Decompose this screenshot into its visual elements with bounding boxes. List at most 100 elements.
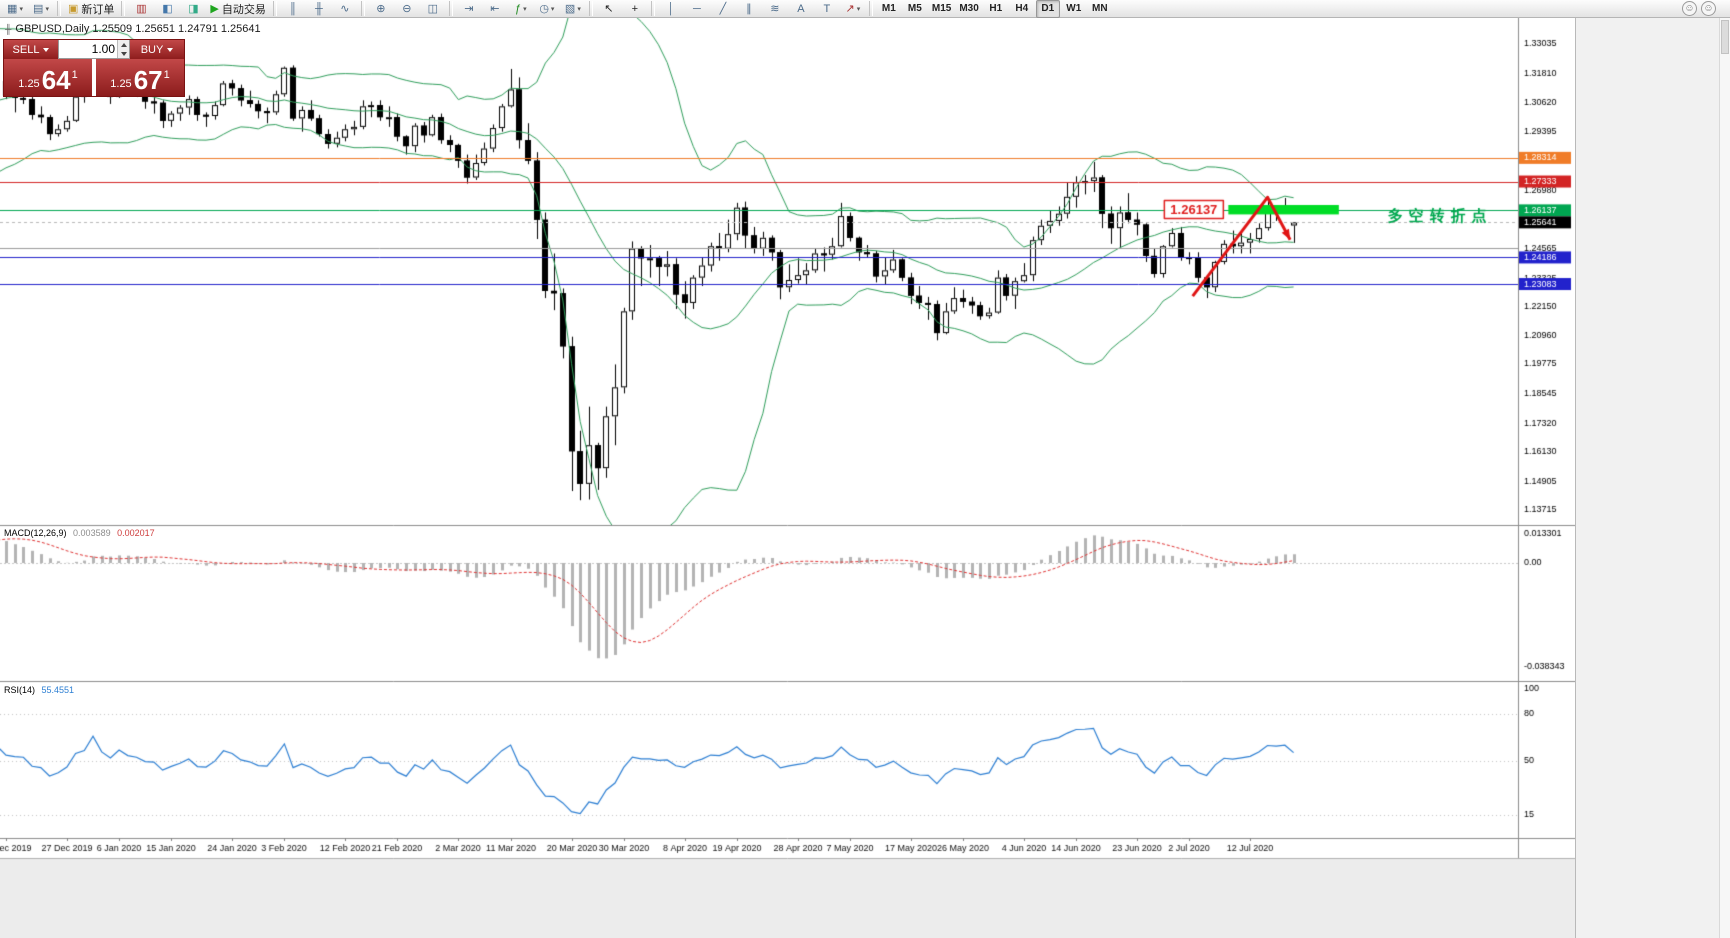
toolbar-zoom-in-button[interactable]: ⊕ <box>369 0 393 18</box>
toolbar-profiles-button[interactable]: ▤ ▾ <box>29 0 53 18</box>
toolbar-separator <box>588 1 593 16</box>
symbol-header: ╫ GBPUSD,Daily 1.25509 1.25651 1.24791 1… <box>5 23 261 35</box>
toolbar-chart-shift-button[interactable]: ⇤ <box>483 0 507 18</box>
auto-trading-label: 自动交易 <box>221 3 266 16</box>
volume-spin-up[interactable] <box>118 40 129 49</box>
spin-down-icon <box>120 51 127 56</box>
toolbar-data-window-button[interactable]: ◧ <box>155 0 179 18</box>
toolbar-timeframe-w1-button[interactable]: W1 <box>1062 0 1086 18</box>
volume-spin-down[interactable] <box>118 49 129 58</box>
toolbar-line-chart-button[interactable]: ∿ <box>333 0 357 18</box>
toolbar-timeframe-mn-button[interactable]: MN <box>1088 0 1112 18</box>
timeframe-d1-label: D1 <box>1041 3 1055 14</box>
new-chart-icon: ▦ <box>7 2 18 15</box>
toolbar-separator <box>360 1 365 16</box>
data-window-icon: ◧ <box>162 2 173 15</box>
new-order-label: 新订单 <box>81 3 115 16</box>
arrows-caret-icon[interactable]: ▾ <box>856 5 861 13</box>
rsi-indicator-label: RSI(14) 55.4551 <box>4 685 74 695</box>
auto-trading-icon: ▶ <box>210 2 219 15</box>
toolbar-candlestick-chart-button[interactable]: ╫ <box>307 0 331 18</box>
text-label-icon: T <box>823 2 831 15</box>
bar-chart-icon: ║ <box>288 2 297 15</box>
toolbar-vertical-line-button[interactable]: │ <box>659 0 683 18</box>
toolbar-timeframe-m5-button[interactable]: M5 <box>903 0 927 18</box>
toolbar-new-chart-button[interactable]: ▦ ▾ <box>3 0 27 18</box>
new-order-icon: ▣ <box>68 2 79 15</box>
symbol-ohlc-text: GBPUSD,Daily 1.25509 1.25651 1.24791 1.2… <box>15 23 261 35</box>
vertical-scrollbar[interactable] <box>1719 18 1730 938</box>
market-watch-icon: ▥ <box>136 2 147 15</box>
toolbar-timeframe-h4-button[interactable]: H4 <box>1010 0 1034 18</box>
buy-price-prefix: 1.25 <box>110 78 132 90</box>
macd-signal-value: 0.002017 <box>117 528 155 538</box>
timeframe-m15-label: M15 <box>931 3 952 14</box>
toolbar-fibonacci-button[interactable]: ≋ <box>763 0 787 18</box>
arrows-icon: ↗ <box>845 2 855 15</box>
trendline-icon: ╱ <box>719 2 727 15</box>
sell-button[interactable]: 1.25 64 1 <box>4 59 92 96</box>
toolbar-cursor-button[interactable]: ↖ <box>597 0 621 18</box>
toolbar-separator <box>650 1 655 16</box>
periods-icon: ◷ <box>539 2 549 15</box>
scrollbar-thumb[interactable] <box>1721 20 1729 54</box>
toolbar-zoom-out-button[interactable]: ⊖ <box>395 0 419 18</box>
timeframe-h4-label: H4 <box>1015 3 1029 14</box>
community-icon[interactable]: ☺ <box>1682 1 1697 16</box>
toolbar-timeframe-m30-button[interactable]: M30 <box>956 0 981 18</box>
toolbar-market-watch-button[interactable]: ▥ <box>129 0 153 18</box>
buy-price-sup: 1 <box>163 69 170 81</box>
zoom-out-icon: ⊖ <box>402 2 412 15</box>
new-chart-caret-icon[interactable]: ▾ <box>19 5 23 13</box>
sell-price-big: 64 <box>41 65 71 95</box>
crosshair-icon: + <box>631 2 639 15</box>
periods-caret-icon[interactable]: ▾ <box>550 5 555 13</box>
toolbar-timeframe-m15-button[interactable]: M15 <box>929 0 954 18</box>
toolbar-templates-button[interactable]: ▧ ▾ <box>561 0 585 18</box>
toolbar-auto-scroll-button[interactable]: ⇥ <box>457 0 481 18</box>
toolbar-equidistant-channel-button[interactable]: ∥ <box>737 0 761 18</box>
timeframe-m1-label: M1 <box>881 3 896 14</box>
buy-label: BUY <box>140 43 164 56</box>
macd-main-value: 0.003589 <box>73 528 111 538</box>
toolbar-text-button[interactable]: A <box>789 0 813 18</box>
toolbar-crosshair-button[interactable]: + <box>623 0 647 18</box>
profiles-caret-icon[interactable]: ▾ <box>45 5 49 13</box>
help-icon[interactable]: ☺ <box>1701 1 1716 16</box>
buy-button[interactable]: 1.25 67 1 <box>96 59 184 96</box>
buy-dropdown-icon[interactable] <box>167 47 174 52</box>
toolbar-navigator-button[interactable]: ◨ <box>181 0 205 18</box>
toolbar-text-label-button[interactable]: T <box>815 0 839 18</box>
toolbar-timeframe-h1-button[interactable]: H1 <box>984 0 1008 18</box>
macd-name: MACD(12,26,9) <box>4 528 67 538</box>
toolbar-timeframe-m1-button[interactable]: M1 <box>877 0 901 18</box>
sell-cap-button[interactable]: SELL <box>4 40 58 59</box>
toolbar-bar-chart-button[interactable]: ║ <box>281 0 305 18</box>
sell-dropdown-icon[interactable] <box>43 47 50 52</box>
toolbar-auto-trading-button[interactable]: ▶ 自动交易 <box>207 0 268 18</box>
vertical-line-icon: │ <box>667 2 675 15</box>
volume-value: 1.00 <box>91 42 115 56</box>
equidistant-channel-icon: ∥ <box>746 2 752 15</box>
toolbar-tile-windows-button[interactable]: ◫ <box>421 0 445 18</box>
toolbar-arrows-button[interactable]: ↗ ▾ <box>841 0 865 18</box>
volume-input[interactable]: 1.00 <box>58 40 130 59</box>
toolbar-timeframe-d1-button[interactable]: D1 <box>1035 0 1060 18</box>
templates-caret-icon[interactable]: ▾ <box>577 5 581 13</box>
timeframe-mn-label: MN <box>1092 3 1108 14</box>
tile-windows-icon: ◫ <box>427 2 439 15</box>
toolbar-new-order-button[interactable]: ▣ 新订单 <box>65 0 117 18</box>
text-icon: A <box>797 2 805 15</box>
toolbar-periods-button[interactable]: ◷ ▾ <box>535 0 559 18</box>
toolbar-trendline-button[interactable]: ╱ <box>711 0 735 18</box>
navigator-icon: ◨ <box>188 2 199 15</box>
buy-cap-button[interactable]: BUY <box>130 40 184 59</box>
toolbar-indicators-button[interactable]: ƒ ▾ <box>509 0 533 18</box>
timeframe-m30-label: M30 <box>959 3 979 14</box>
indicators-caret-icon[interactable]: ▾ <box>523 5 527 13</box>
profiles-icon: ▤ <box>33 2 44 15</box>
toolbar-separator <box>57 1 61 16</box>
toolbar-horizontal-line-button[interactable]: ─ <box>685 0 709 18</box>
